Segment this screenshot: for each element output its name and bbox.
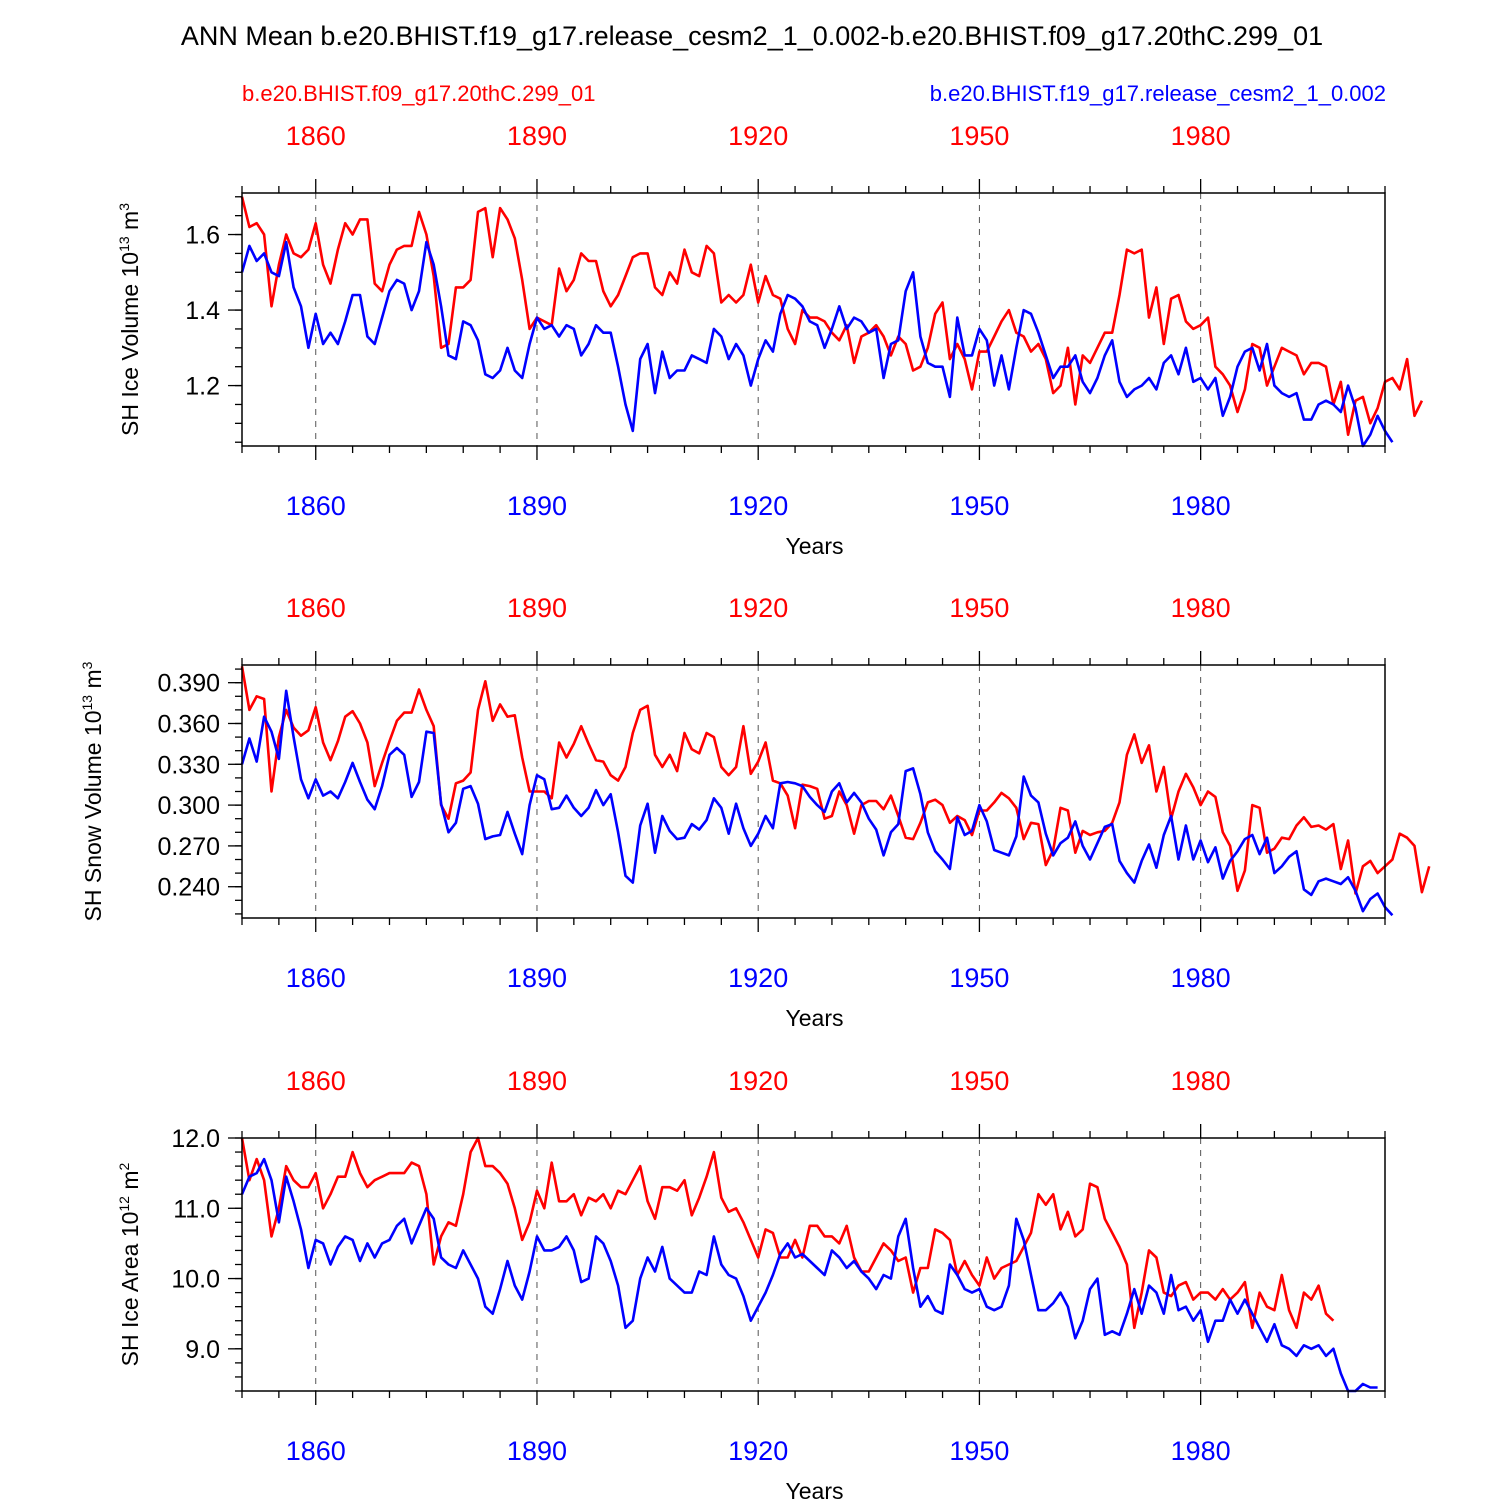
chart-panels: 1.2 1.4 1.6 1860 1860 1890 1890 1920 1920 1950 195… — [79, 121, 1431, 1500]
y-axis-title-unit-exp: 3 — [79, 661, 95, 669]
y-axis-title-exp: 12 — [116, 1196, 132, 1212]
panel-1: 1.2 1.4 1.6 1860 1860 1890 1890 1920 1920 1950 195… — [116, 121, 1424, 559]
x-tick-label-top: 1920 — [728, 121, 788, 151]
x-tick-label-top: 1890 — [507, 593, 567, 623]
panel-2: 0.240 0.270 0.300 0.330 0.360 0.390 1860 1860 18… — [79, 593, 1431, 1031]
x-tick-label-top: 1980 — [1171, 593, 1231, 623]
y-axis-title-unit: m — [80, 669, 106, 695]
y-tick-label: 1.6 — [185, 222, 220, 250]
x-tick-label-top: 1890 — [507, 121, 567, 151]
x-tick-label-bottom: 1920 — [728, 1436, 788, 1466]
x-tick-label-top: 1980 — [1171, 121, 1231, 151]
y-axis-title-exp: 13 — [79, 695, 95, 711]
x-tick-label-bottom: 1860 — [286, 1436, 346, 1466]
x-tick-label-bottom: 1890 — [507, 491, 567, 521]
x-tick-label-top: 1950 — [949, 593, 1009, 623]
x-tick-label-bottom: 1860 — [286, 963, 346, 993]
y-axis-title-base: SH Ice Area 10 — [117, 1212, 143, 1367]
y-axis-title: SH Ice Area 1012 m2 — [116, 1162, 143, 1366]
x-tick-label-bottom: 1950 — [949, 963, 1009, 993]
y-tick-label: 11.0 — [173, 1195, 220, 1223]
y-axis-title-exp: 13 — [116, 236, 132, 252]
legend-right-label: b.e20.BHIST.f19_g17.release_cesm2_1_0.00… — [930, 81, 1386, 106]
x-tick-label-bottom: 1980 — [1171, 491, 1231, 521]
y-axis-title: SH Ice Volume 1013 m3 — [116, 203, 143, 436]
y-tick-label: 10.0 — [171, 1266, 220, 1294]
y-tick-label: 0.390 — [157, 670, 220, 698]
x-tick-label-top: 1890 — [507, 1066, 567, 1096]
x-tick-label-top: 1920 — [728, 593, 788, 623]
y-tick-label: 0.270 — [157, 833, 220, 861]
x-tick-label-bottom: 1950 — [949, 491, 1009, 521]
legend-left-label: b.e20.BHIST.f09_g17.20thC.299_01 — [242, 81, 596, 106]
x-tick-label-bottom: 1920 — [728, 491, 788, 521]
y-tick-label: 1.4 — [185, 297, 220, 325]
series-line-blue — [240, 689, 1394, 917]
panel-3: 9.0 10.0 11.0 12.0 1860 1860 1890 1890 1920 1920 1… — [116, 1066, 1386, 1500]
x-axis-title: Years — [786, 1478, 844, 1500]
series-line-red — [240, 196, 1424, 437]
x-tick-label-top: 1860 — [286, 593, 346, 623]
y-tick-label: 0.300 — [157, 792, 220, 820]
x-tick-label-top: 1860 — [286, 1066, 346, 1096]
y-tick-label: 12.0 — [171, 1125, 220, 1153]
x-tick-label-bottom: 1950 — [949, 1436, 1009, 1466]
x-tick-label-bottom: 1920 — [728, 963, 788, 993]
main-title: ANN Mean b.e20.BHIST.f19_g17.release_ces… — [181, 21, 1323, 51]
x-tick-label-top: 1920 — [728, 1066, 788, 1096]
y-tick-label: 0.240 — [157, 874, 220, 902]
x-tick-label-bottom: 1980 — [1171, 1436, 1231, 1466]
x-tick-label-top: 1860 — [286, 121, 346, 151]
x-tick-label-bottom: 1890 — [507, 963, 567, 993]
y-tick-label: 9.0 — [185, 1336, 220, 1364]
y-tick-label: 0.360 — [157, 710, 220, 738]
x-tick-label-top: 1950 — [949, 1066, 1009, 1096]
y-axis-title: SH Snow Volume 1013 m3 — [79, 661, 106, 921]
y-axis-title-base: SH Snow Volume 10 — [80, 710, 106, 921]
x-tick-label-bottom: 1860 — [286, 491, 346, 521]
series-line-blue — [240, 240, 1394, 448]
x-axis-title: Years — [786, 533, 844, 559]
y-axis-title-unit: m — [117, 1170, 143, 1196]
y-axis-title-base: SH Ice Volume 10 — [117, 252, 143, 436]
y-tick-label: 1.2 — [185, 373, 220, 401]
series-line-red — [240, 1136, 1335, 1330]
x-tick-label-top: 1950 — [949, 121, 1009, 151]
x-axis-title: Years — [786, 1005, 844, 1031]
series-line-blue — [240, 1157, 1378, 1393]
x-tick-label-bottom: 1980 — [1171, 963, 1231, 993]
y-axis-title-unit-exp: 3 — [116, 203, 132, 211]
plot-frame — [241, 192, 1386, 447]
y-axis-title-unit: m — [117, 211, 143, 237]
x-tick-label-bottom: 1890 — [507, 1436, 567, 1466]
y-axis-title-unit-exp: 2 — [116, 1162, 132, 1170]
x-tick-label-top: 1980 — [1171, 1066, 1231, 1096]
y-tick-label: 0.330 — [157, 751, 220, 779]
